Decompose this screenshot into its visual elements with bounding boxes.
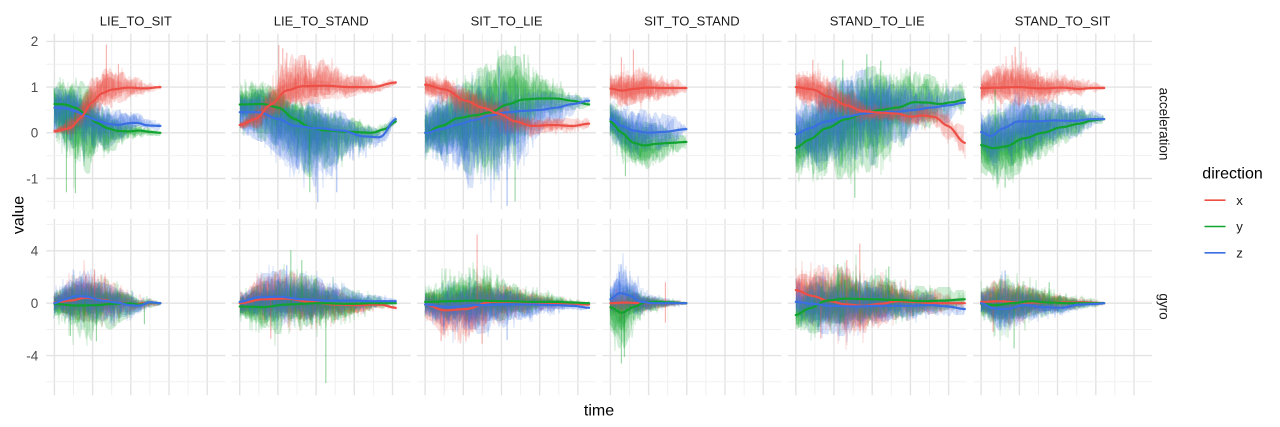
svg-text:gyro: gyro — [1157, 293, 1172, 319]
svg-text:SIT_TO_LIE: SIT_TO_LIE — [471, 14, 543, 29]
svg-text:LIE_TO_SIT: LIE_TO_SIT — [100, 14, 172, 29]
svg-text:2: 2 — [31, 34, 39, 49]
svg-text:0: 0 — [31, 296, 39, 311]
svg-text:direction: direction — [1202, 166, 1262, 183]
svg-text:-1: -1 — [26, 171, 38, 186]
svg-text:y: y — [1236, 219, 1243, 234]
svg-text:0: 0 — [31, 126, 39, 141]
svg-text:acceleration: acceleration — [1157, 88, 1172, 161]
svg-text:z: z — [1236, 246, 1243, 261]
svg-text:4: 4 — [31, 244, 39, 259]
svg-text:x: x — [1236, 193, 1243, 208]
svg-text:STAND_TO_LIE: STAND_TO_LIE — [830, 14, 925, 29]
svg-text:1: 1 — [31, 80, 39, 95]
svg-text:SIT_TO_STAND: SIT_TO_STAND — [644, 14, 740, 29]
svg-text:time: time — [584, 403, 614, 420]
svg-text:-4: -4 — [26, 348, 38, 363]
svg-text:STAND_TO_SIT: STAND_TO_SIT — [1015, 14, 1111, 29]
svg-text:value: value — [11, 196, 28, 234]
svg-text:LIE_TO_STAND: LIE_TO_STAND — [274, 14, 369, 29]
